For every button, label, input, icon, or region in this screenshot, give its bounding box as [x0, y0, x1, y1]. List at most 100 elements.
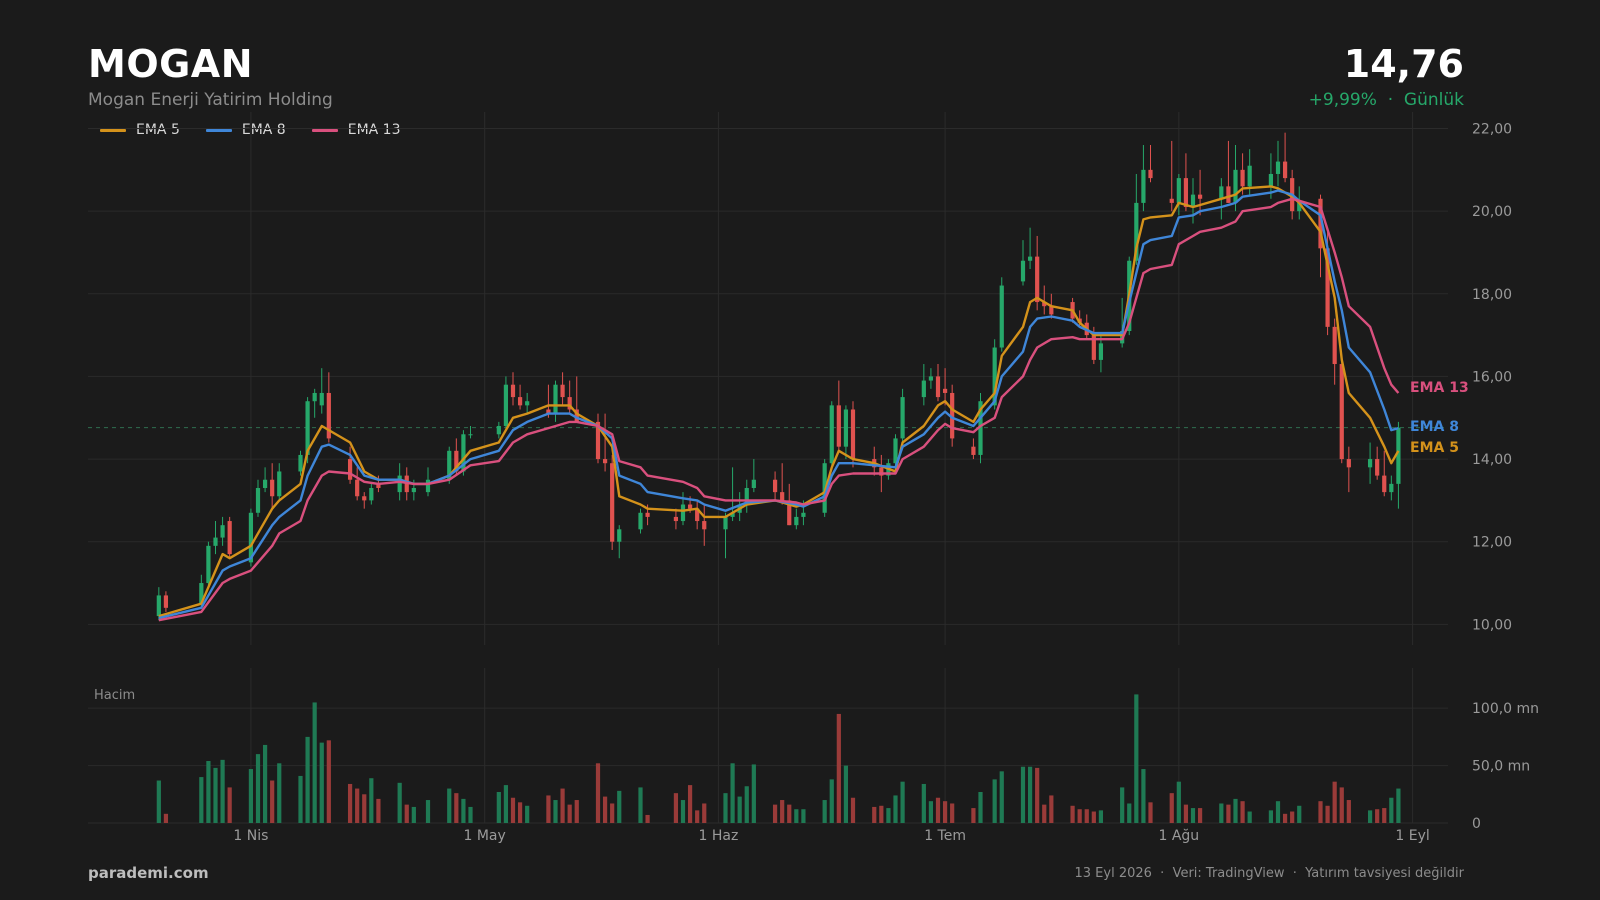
candle-body	[305, 401, 310, 455]
volume-bar	[1077, 809, 1082, 823]
legend-item-ema8[interactable]: EMA 8	[205, 122, 286, 138]
volume-bar	[595, 763, 601, 823]
volume-bar	[999, 771, 1004, 823]
volume-bar	[397, 782, 402, 823]
candle-body	[1049, 306, 1054, 315]
candle-body	[1297, 202, 1302, 212]
volume-tick-label: 0	[1472, 816, 1481, 832]
ema-line-ema13	[158, 197, 1400, 622]
volume-bar	[319, 742, 324, 823]
brand-logo-text[interactable]: parademi.com	[88, 864, 209, 882]
candle-body	[1226, 186, 1231, 203]
volume-bar	[1091, 811, 1096, 823]
volume-bar	[822, 800, 827, 823]
legend-item-ema5[interactable]: EMA 5	[100, 122, 180, 138]
candle-body	[312, 392, 317, 402]
candle-body	[935, 376, 941, 398]
volume-bar	[1084, 809, 1089, 823]
candle-body	[1240, 169, 1245, 187]
candle-body	[227, 521, 232, 555]
candle-body	[347, 459, 353, 480]
candle-body	[1091, 335, 1096, 360]
volume-bar	[298, 775, 303, 823]
candle-body	[638, 512, 643, 530]
volume-bar	[1297, 805, 1302, 823]
volume-bar	[1325, 805, 1330, 823]
candle-body	[425, 479, 431, 493]
candle-body	[220, 525, 225, 538]
volume-bar	[687, 785, 693, 823]
candle-body	[730, 512, 735, 517]
x-tick-label: 1 Ağu	[1158, 828, 1199, 844]
candle-body	[971, 446, 976, 455]
candle-body	[702, 521, 707, 530]
volume-bar	[369, 778, 374, 823]
volume-bar	[1389, 797, 1394, 823]
candle-body	[992, 347, 997, 406]
volume-bar	[163, 813, 169, 823]
candle-body	[921, 380, 926, 398]
volume-bar	[277, 763, 282, 823]
candle-body	[206, 545, 211, 584]
volume-bar	[206, 761, 211, 823]
chart-grid	[88, 112, 1448, 824]
ema-end-label: EMA 5	[1410, 440, 1459, 456]
candle-body	[595, 421, 601, 460]
volume-bar	[1268, 810, 1274, 823]
volume-bar	[1226, 804, 1231, 823]
x-tick-label: 1 Tem	[924, 828, 966, 844]
volume-bar	[1282, 813, 1288, 823]
ema-line-ema5	[158, 185, 1400, 618]
volume-tick-label: 100,0 mn	[1472, 701, 1539, 717]
candle-body	[213, 537, 218, 546]
volume-bar	[553, 800, 558, 823]
candle-body	[156, 595, 161, 617]
x-tick-label: 1 Haz	[699, 828, 739, 844]
candle-body	[751, 479, 756, 488]
ema-end-labels: EMA 13 EMA 8 EMA 5	[1410, 380, 1469, 456]
candle-body	[1197, 194, 1203, 199]
volume-bar	[744, 786, 749, 823]
volume-bar	[1183, 804, 1189, 823]
candle-body	[999, 285, 1004, 348]
candle-body	[163, 595, 169, 608]
candle-body	[1339, 364, 1344, 460]
candle-body	[1325, 248, 1330, 327]
candle-body	[673, 516, 679, 522]
volume-bar	[1141, 769, 1146, 823]
volume-bar	[787, 804, 792, 823]
volume-bar	[404, 804, 409, 823]
candle-body	[326, 392, 331, 439]
legend-label-ema13: EMA 13	[347, 122, 401, 138]
candle-body	[744, 487, 749, 505]
volume-bar	[695, 810, 700, 823]
chart-legend: EMA 5 EMA 8 EMA 13	[100, 122, 401, 138]
volume-bar	[673, 793, 679, 823]
candle-body	[1219, 186, 1224, 199]
ema-line-ema8	[158, 189, 1399, 620]
candle-body	[1247, 165, 1252, 187]
price-axis-ticks: 10,00 12,00 14,00 16,00 18,00 20,00 22,00	[1472, 122, 1512, 634]
volume-bar	[1120, 787, 1125, 823]
candle-body	[787, 500, 792, 526]
volume-bar	[1339, 787, 1344, 823]
volume-bar	[503, 785, 509, 823]
legend-item-ema13[interactable]: EMA 13	[311, 122, 401, 138]
volume-tick-label: 50,0 mn	[1472, 759, 1530, 775]
volume-bar	[1127, 803, 1132, 823]
volume-bar	[872, 806, 877, 823]
volume-bar	[886, 808, 891, 823]
candle-body	[517, 397, 523, 406]
volume-bar	[843, 765, 849, 823]
volume-bar	[1233, 798, 1238, 823]
candle-body	[574, 409, 579, 422]
candle-body	[546, 409, 551, 414]
legend-swatch-ema5	[100, 128, 126, 132]
volume-bar	[971, 808, 976, 823]
candle-body	[879, 467, 884, 476]
volume-bar	[680, 800, 686, 823]
volume-bar	[1318, 801, 1323, 823]
candle-body	[262, 479, 268, 488]
volume-bar	[1382, 808, 1387, 823]
